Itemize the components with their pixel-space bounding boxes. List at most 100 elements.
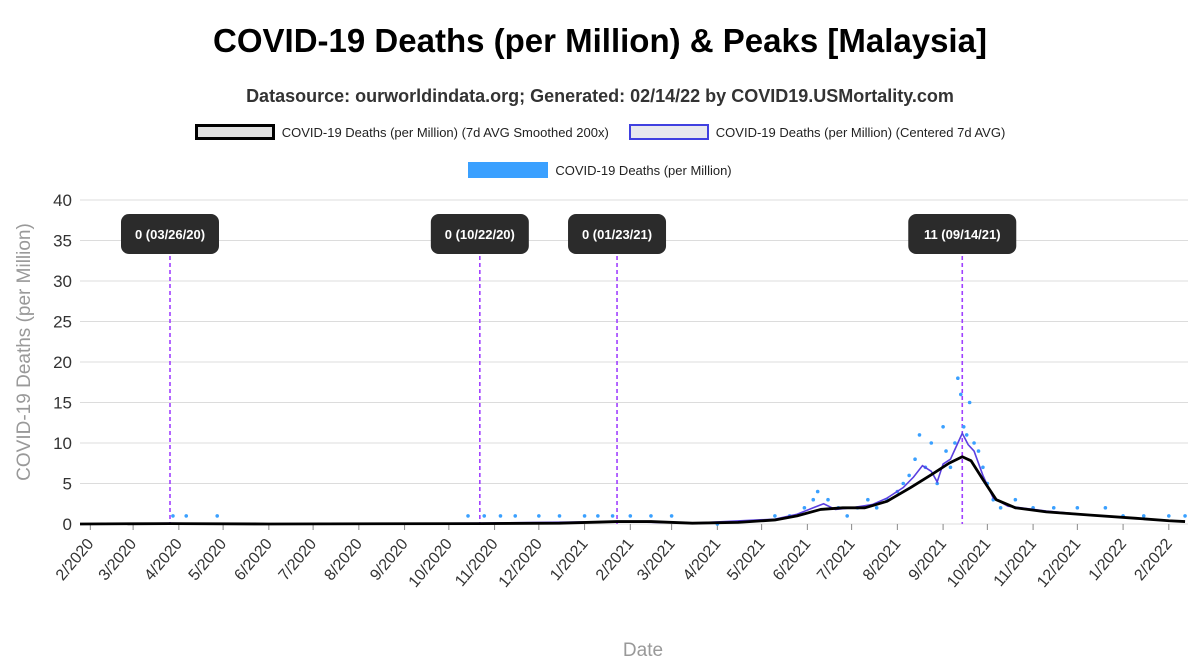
daily-point (929, 441, 934, 445)
y-axis-title: COVID-19 Deaths (per Million) (14, 223, 35, 481)
daily-point (557, 514, 562, 518)
x-tick-label: 11/2021 (991, 536, 1041, 590)
y-tick-label: 15 (53, 394, 72, 413)
y-tick-label: 25 (53, 313, 72, 332)
daily-point (944, 449, 948, 453)
daily-point (1075, 506, 1080, 510)
daily-point (802, 506, 807, 510)
peak-annotation-box (908, 214, 1017, 254)
daily-point (815, 489, 820, 494)
x-tick-label: 4/2021 (680, 536, 725, 584)
x-tick-label: 12/2021 (1034, 536, 1084, 591)
daily-point (845, 514, 849, 518)
peak-annotation-box (568, 214, 667, 254)
x-tick-label: 11/2020 (452, 536, 502, 590)
daily-point (215, 514, 220, 518)
legend-label-avg: COVID-19 Deaths (per Million) (Centered … (715, 124, 1006, 140)
x-tick-label: 3/2020 (96, 536, 141, 584)
chart-subtitle: Datasource: ourworldindata.org; Generate… (246, 86, 954, 106)
legend-item-smooth[interactable]: COVID-19 Deaths (per Million) (7d AVG Sm… (194, 124, 609, 140)
daily-point (998, 506, 1003, 510)
peak-annotation-label: 0 (10/22/20) (445, 227, 515, 242)
daily-point (649, 514, 653, 518)
peak-annotation-label: 0 (01/23/21) (582, 227, 652, 242)
daily-point (866, 497, 870, 502)
daily-point (537, 514, 541, 518)
daily-point (961, 425, 966, 429)
y-tick-label: 40 (53, 191, 72, 210)
daily-point (513, 514, 518, 518)
daily-point (1141, 514, 1146, 518)
x-tick-label: 1/2022 (1086, 536, 1131, 584)
x-tick-label: 10/2021 (944, 536, 994, 591)
x-tick-label: 9/2020 (367, 536, 412, 584)
daily-point (498, 514, 503, 518)
x-tick-label: 2/2021 (593, 536, 638, 584)
legend-swatch-daily (468, 162, 549, 178)
x-tick-label: 7/2021 (814, 536, 859, 584)
chart-title: COVID-19 Deaths (per Million) & Peaks [M… (213, 22, 987, 59)
legend-swatch-avg (628, 124, 709, 140)
x-tick-label: 6/2021 (770, 536, 815, 584)
legend-label-smooth: COVID-19 Deaths (per Million) (7d AVG Sm… (281, 124, 609, 140)
x-tick-label: 12/2020 (496, 536, 546, 591)
peak-annotation-box (120, 214, 219, 254)
x-tick-label: 2/2022 (1131, 536, 1176, 584)
daily-point (956, 376, 960, 381)
x-tick-label: 8/2021 (860, 536, 905, 584)
daily-point (171, 514, 175, 518)
y-tick-label: 0 (63, 515, 72, 534)
x-tick-label: 3/2021 (634, 536, 679, 584)
y-tick-label: 5 (63, 475, 72, 494)
daily-point (967, 400, 972, 405)
daily-point (907, 473, 911, 478)
legend-swatch-smooth (194, 124, 275, 140)
x-tick-label: 8/2020 (321, 536, 366, 584)
daily-point (610, 514, 615, 518)
y-tick-label: 20 (53, 353, 72, 372)
legend-row-1: COVID-19 Deaths (per Million) (7d AVG Sm… (0, 124, 1200, 140)
daily-point (874, 506, 879, 510)
x-tick-label: 1/2021 (547, 536, 592, 584)
legend-item-avg[interactable]: COVID-19 Deaths (per Million) (Centered … (628, 124, 1006, 140)
x-tick-label: 2/2020 (53, 536, 98, 584)
smoothed-line (79, 455, 1186, 526)
x-tick-label: 9/2021 (906, 536, 951, 584)
x-axis-title: Date (623, 640, 663, 661)
peak-annotation-label: 11 (09/14/21) (924, 227, 1001, 242)
daily-point (941, 425, 945, 429)
daily-point (811, 497, 816, 502)
daily-point (953, 441, 957, 445)
daily-point (1103, 506, 1108, 510)
x-tick-label: 10/2020 (406, 536, 456, 591)
daily-point (466, 514, 470, 518)
daily-point (482, 514, 487, 518)
daily-point (1167, 514, 1171, 518)
daily-point (976, 449, 981, 453)
daily-point (901, 481, 906, 486)
x-tick-label: 5/2021 (724, 536, 769, 584)
x-tick-label: 4/2020 (141, 536, 186, 584)
daily-point (669, 514, 674, 518)
daily-point (1051, 506, 1056, 510)
legend-label-daily: COVID-19 Deaths (per Million) (555, 162, 732, 178)
daily-point (1183, 514, 1187, 518)
peak-annotation-box (430, 214, 529, 254)
x-tick-label: 7/2020 (276, 536, 321, 584)
daily-point (773, 514, 777, 518)
daily-point (1013, 497, 1018, 502)
y-tick-label: 30 (53, 272, 72, 291)
y-tick-label: 35 (53, 232, 72, 251)
x-tick-label: 6/2020 (231, 536, 276, 584)
daily-point (972, 441, 976, 445)
daily-point (596, 514, 600, 518)
daily-point (582, 514, 587, 518)
legend-row-2: COVID-19 Deaths (per Million) (0, 162, 1200, 178)
daily-point (826, 497, 830, 502)
avg-line (79, 431, 1186, 525)
daily-point (628, 514, 633, 518)
daily-point (913, 457, 917, 462)
daily-point (958, 392, 963, 397)
legend-item-daily[interactable]: COVID-19 Deaths (per Million) (468, 162, 732, 178)
